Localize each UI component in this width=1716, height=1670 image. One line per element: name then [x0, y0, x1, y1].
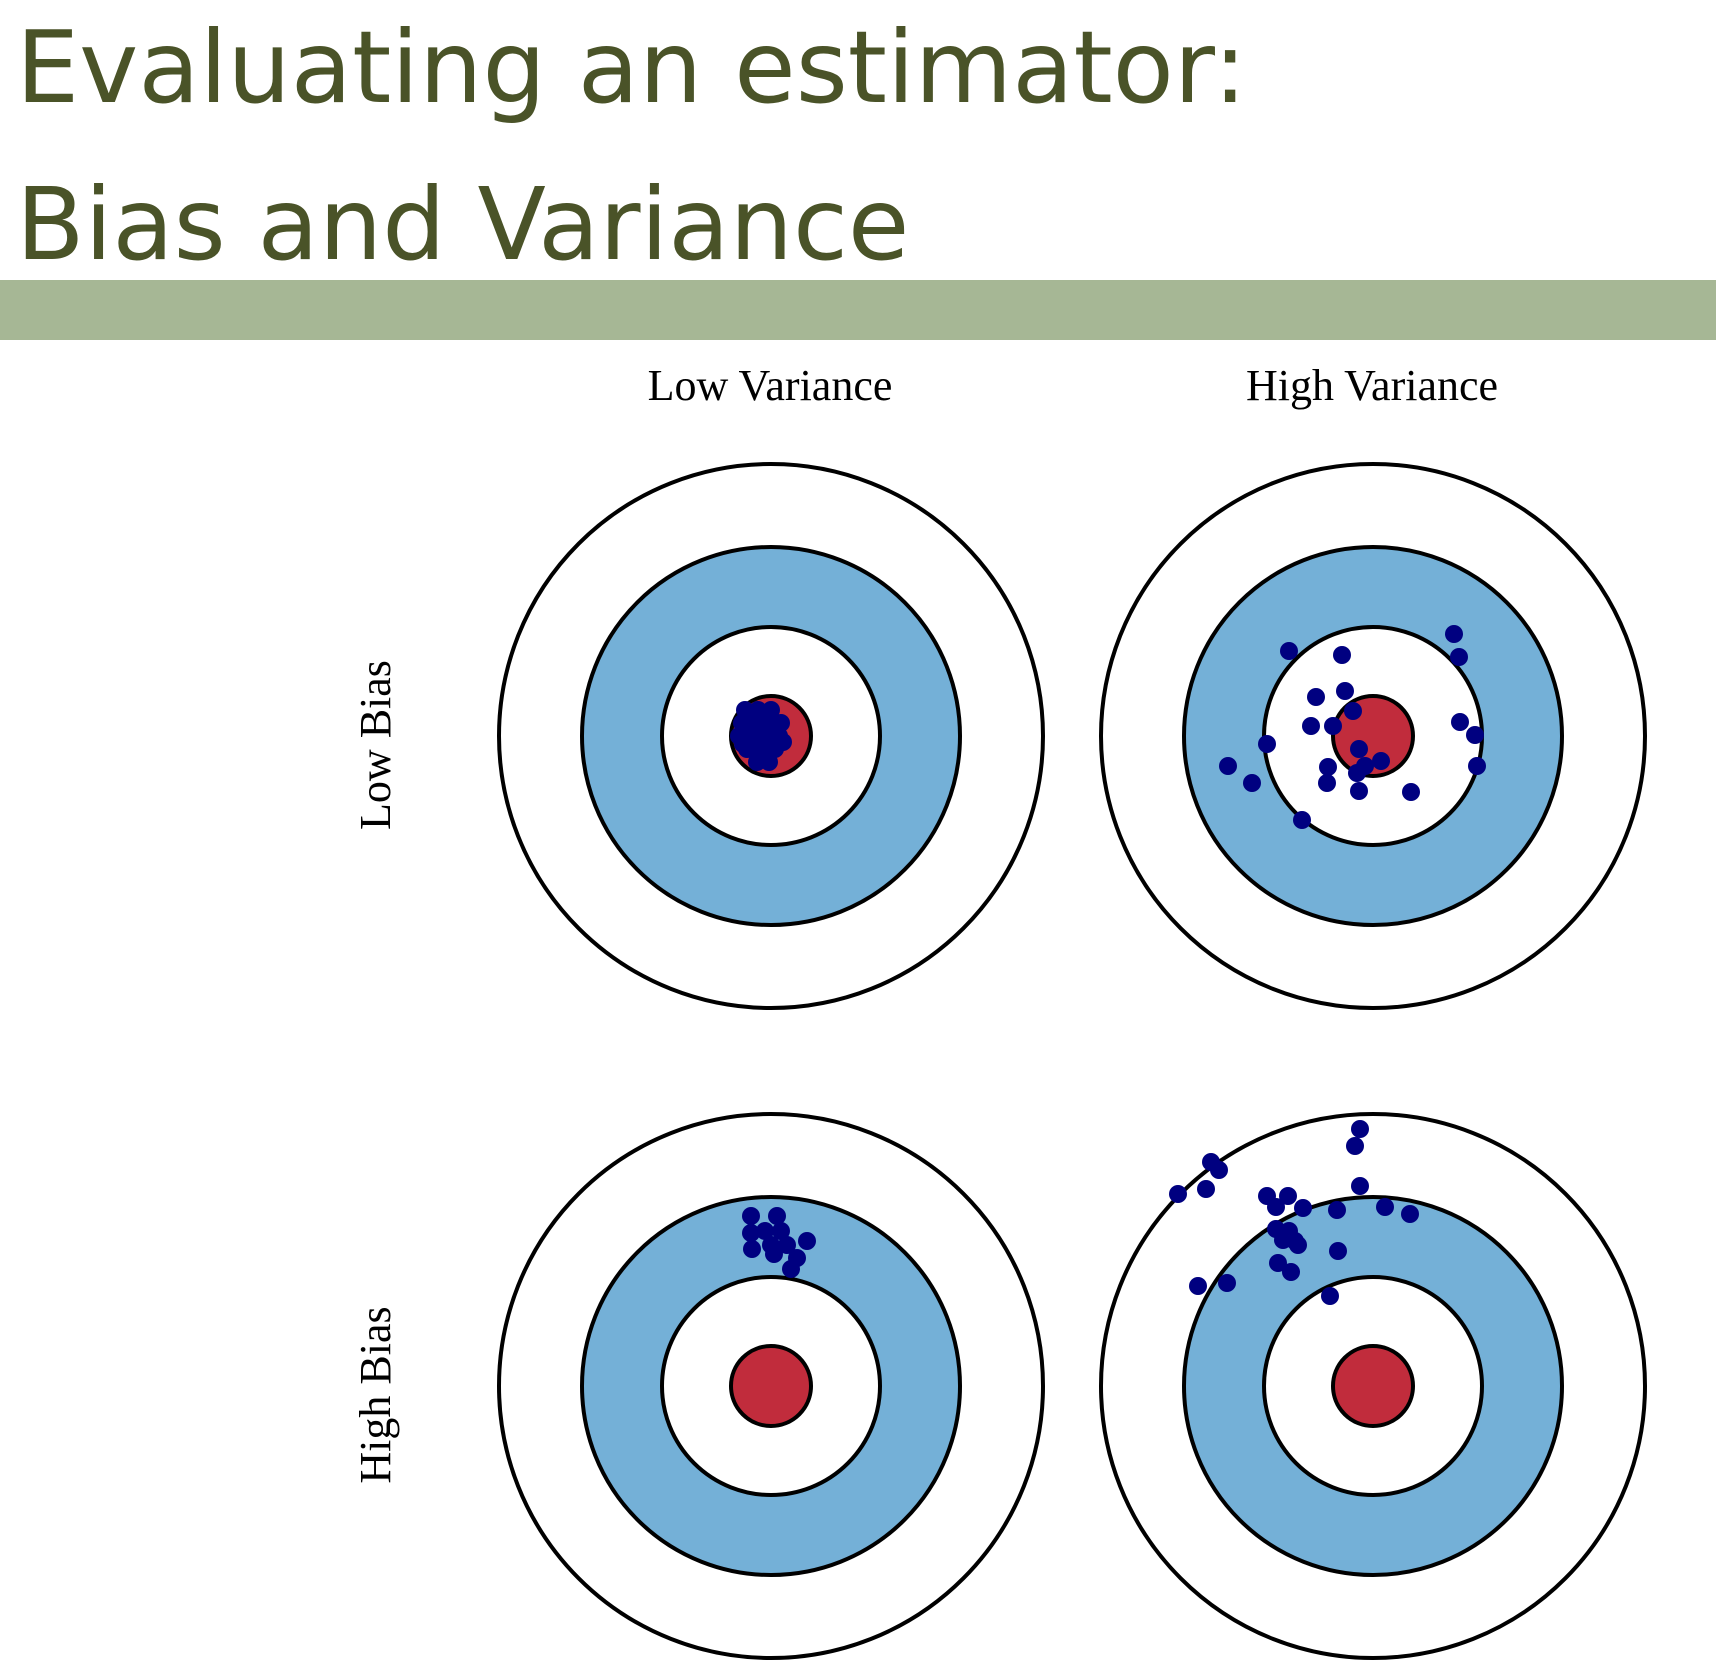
shot-dot: [1402, 783, 1420, 801]
shot-dot: [774, 733, 792, 751]
shot-dot: [1269, 1254, 1287, 1272]
title-accent-band: [0, 280, 1716, 340]
shot-dot: [1321, 1287, 1339, 1305]
shot-dot: [1376, 1198, 1394, 1216]
shot-dot: [1258, 735, 1276, 753]
shot-dot: [1351, 1120, 1369, 1138]
shot-dot: [1274, 1231, 1292, 1249]
shot-dot: [1189, 1277, 1207, 1295]
shot-dot: [1197, 1180, 1215, 1198]
shot-dot: [1450, 648, 1468, 666]
shot-dot: [760, 753, 778, 771]
shot-dot: [778, 1236, 796, 1254]
shot-dot: [1307, 688, 1325, 706]
shot-dot: [1218, 1274, 1236, 1292]
shot-dot: [1372, 752, 1390, 770]
shot-dot: [1466, 726, 1484, 744]
shot-dot: [768, 1207, 786, 1225]
shot-dot: [1328, 1201, 1346, 1219]
shot-dot: [1445, 625, 1463, 643]
shot-dot: [798, 1232, 816, 1250]
target-high-bias-high-variance: [1099, 1112, 1647, 1660]
shot-dot: [1319, 758, 1337, 776]
target-low-bias-low-variance: [497, 462, 1045, 1010]
shot-dot: [1451, 713, 1469, 731]
shot-dot: [1293, 811, 1311, 829]
shot-dot: [1210, 1161, 1228, 1179]
shot-dot: [1318, 774, 1336, 792]
shot-dot: [765, 1245, 783, 1263]
shot-dot: [1348, 764, 1366, 782]
shot-dot: [743, 1240, 761, 1258]
shot-dot: [1169, 1185, 1187, 1203]
shot-dot: [742, 1207, 760, 1225]
shot-dot: [1350, 782, 1368, 800]
shot-dot: [756, 1222, 774, 1240]
target-low-bias-high-variance: [1099, 462, 1647, 1010]
shot-dot: [1267, 1198, 1285, 1216]
shot-dot: [1280, 642, 1298, 660]
shot-dot: [1468, 757, 1486, 775]
target-high-bias-low-variance: [497, 1112, 1045, 1660]
bullseye: [729, 1344, 813, 1428]
shot-dot: [1279, 1187, 1297, 1205]
shot-dot: [1344, 702, 1362, 720]
column-label-high-variance: High Variance: [1245, 361, 1499, 410]
slide-title-line-2: Bias and Variance: [16, 166, 910, 283]
shot-dot: [1289, 1236, 1307, 1254]
shot-dot: [754, 735, 772, 753]
shot-dot: [1346, 1137, 1364, 1155]
shot-dot: [1336, 682, 1354, 700]
shot-dot: [1351, 1177, 1369, 1195]
bullseye: [1331, 1344, 1415, 1428]
shot-dot: [742, 1224, 760, 1242]
shot-dot: [1329, 1242, 1347, 1260]
shot-dot: [734, 735, 752, 753]
shot-dot: [772, 1222, 790, 1240]
shot-dot: [1243, 774, 1261, 792]
shot-dot: [1282, 1263, 1300, 1281]
shot-dot: [1302, 717, 1320, 735]
shot-dot: [1350, 740, 1368, 758]
shot-dot: [1401, 1205, 1419, 1223]
shot-dot: [1333, 646, 1351, 664]
slide-title-line-1: Evaluating an estimator:: [16, 9, 1247, 126]
shot-dot: [1324, 717, 1342, 735]
shot-dot: [782, 1260, 800, 1278]
shot-dot: [1294, 1199, 1312, 1217]
shot-dot: [1219, 757, 1237, 775]
column-label-low-variance: Low Variance: [647, 361, 893, 410]
